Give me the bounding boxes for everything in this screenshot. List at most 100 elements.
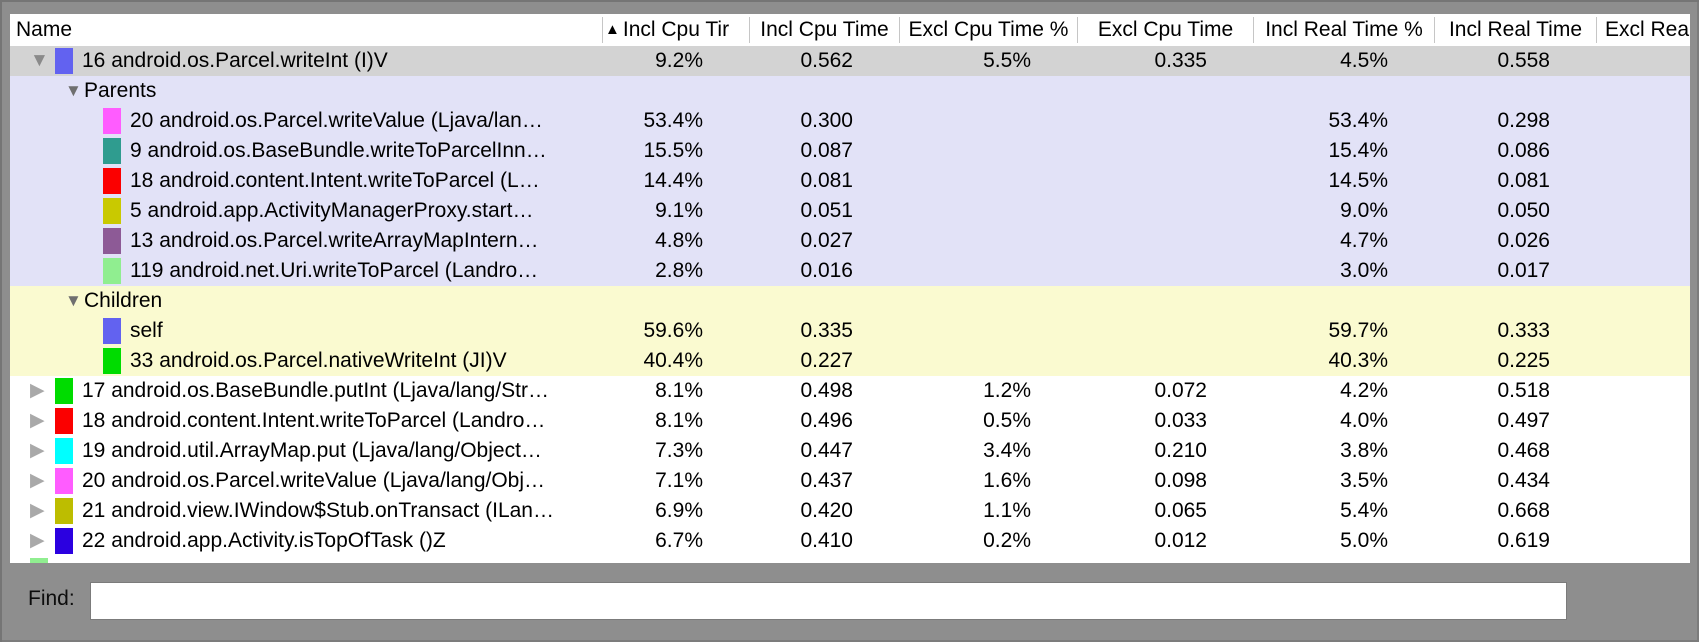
table-row[interactable]: 33 android.os.Parcel.nativeWriteInt (JI)… [10,346,1690,376]
value-cell: 59.7% [1328,319,1388,342]
value-cell [899,76,1077,106]
column-header-label: Excl Real [1605,18,1690,41]
value-cell: 6.9% [655,499,703,522]
method-name: 21 android.view.IWindow$Stub.onTransact … [82,499,554,522]
table-row[interactable]: 5 android.app.ActivityManagerProxy.start… [10,196,1690,226]
collapsed-triangle-icon[interactable]: ▶ [30,380,45,401]
value-cell: 53.4% [1328,109,1388,132]
value-cell [1596,346,1690,376]
expanded-triangle-icon[interactable]: ▼ [30,50,49,71]
table-row[interactable]: ▼ 16 android.os.Parcel.writeInt (I)V 9.2% 0… [10,46,1690,76]
table-row[interactable]: 18 android.content.Intent.writeToParcel … [10,166,1690,196]
value-cell [1077,286,1253,316]
method-color-chip [55,48,73,74]
table-row[interactable]: ▶ 20 android.os.Parcel.writeValue (Ljava/… [10,466,1690,496]
table-row[interactable]: ▶ 19 android.util.ArrayMap.put (Ljava/lan… [10,436,1690,466]
table-row[interactable]: ▶ 18 android.content.Intent.writeToParcel… [10,406,1690,436]
table-row[interactable]: ▶ 22 android.app.Activity.isTopOfTask ()Z… [10,526,1690,556]
value-cell: 3.0% [1340,259,1388,282]
value-cell: 0.619 [1497,529,1550,552]
table-row[interactable]: ▶ 21 android.view.IWindow$Stub.onTransact… [10,496,1690,526]
name-cell: ▶ 20 android.os.Parcel.writeValue (Ljava/… [10,466,602,496]
value-cell: 6.7% [655,529,703,552]
value-cell: 40.4% [643,349,703,372]
method-color-chip [55,468,73,494]
column-header-incl-real-time-pct[interactable]: Incl Real Time % [1253,17,1434,43]
group-row-parents[interactable]: ▼ Parents [10,76,1690,106]
group-row-children[interactable]: ▼ Children [10,286,1690,316]
method-name: 33 android.os.Parcel.nativeWriteInt (JI)… [130,349,507,372]
table-row[interactable]: ▶ 17 android.os.BaseBundle.putInt (Ljava/… [10,376,1690,406]
value-cell [899,166,1077,196]
value-cell: 4.0% [1340,409,1388,432]
table-row[interactable]: 9 android.os.BaseBundle.writeToParcelInn… [10,136,1690,166]
column-header-incl-cpu-time-pct[interactable]: ▲ Incl Cpu Tir [602,17,749,43]
value-cell: 0.225 [1497,349,1550,372]
value-cell [602,76,749,106]
table-row[interactable]: 119 android.net.Uri.writeToParcel (Landr… [10,256,1690,286]
value-cell: 7.1% [655,469,703,492]
table-row[interactable] [10,556,1690,563]
name-cell: 18 android.content.Intent.writeToParcel … [10,166,602,196]
group-label: Parents [84,79,157,102]
value-cell: 0.227 [800,349,853,372]
name-cell: 119 android.net.Uri.writeToParcel (Landr… [10,256,602,286]
value-cell [1077,136,1253,166]
value-cell: 59.6% [643,319,703,342]
column-header-name[interactable]: Name [10,17,602,43]
value-cell: 0.033 [1154,409,1207,432]
value-cell: 9.0% [1340,199,1388,222]
table-row[interactable]: self 59.6% 0.335 59.7% 0.333 [10,316,1690,346]
value-cell: 0.027 [800,229,853,252]
expanded-triangle-icon[interactable]: ▼ [65,291,82,310]
table-body: ▼ 16 android.os.Parcel.writeInt (I)V 9.2% 0… [10,46,1690,563]
value-cell [1077,106,1253,136]
value-cell [1596,196,1690,226]
value-cell [899,136,1077,166]
column-header-excl-cpu-time-pct[interactable]: Excl Cpu Time % [899,17,1077,43]
value-cell: 1.6% [983,469,1031,492]
table-row[interactable]: 20 android.os.Parcel.writeValue (Ljava/l… [10,106,1690,136]
method-color-chip [55,498,73,524]
expanded-triangle-icon[interactable]: ▼ [65,81,82,100]
value-cell [899,256,1077,286]
collapsed-triangle-icon[interactable]: ▶ [30,440,45,461]
value-cell [1596,286,1690,316]
method-color-chip [103,138,121,164]
name-cell: ▶ 17 android.os.BaseBundle.putInt (Ljava/… [10,376,602,406]
value-cell [899,226,1077,256]
method-color-chip [103,198,121,224]
name-cell: self [10,316,602,346]
value-cell: 3.8% [1340,439,1388,462]
find-input[interactable] [90,582,1567,620]
method-color-chip [103,228,121,254]
collapsed-triangle-icon[interactable]: ▶ [30,410,45,431]
method-name: self [130,319,163,342]
column-header-label: Incl Cpu Tir [622,18,730,41]
value-cell [1077,346,1253,376]
method-color-chip [103,348,121,374]
value-cell [1077,76,1253,106]
name-cell: ▼ 16 android.os.Parcel.writeInt (I)V [10,46,602,76]
value-cell: 0.081 [800,169,853,192]
column-header-label: Excl Cpu Time % [908,18,1069,41]
method-color-chip [103,318,121,344]
method-color-chip [55,438,73,464]
table-row[interactable]: 13 android.os.Parcel.writeArrayMapIntern… [10,226,1690,256]
value-cell: 4.5% [1340,49,1388,72]
collapsed-triangle-icon[interactable]: ▶ [30,530,45,551]
column-header-excl-real-time[interactable]: Excl Real [1596,17,1690,43]
value-cell: 0.012 [1154,529,1207,552]
value-cell [1077,196,1253,226]
collapsed-triangle-icon[interactable]: ▶ [30,470,45,491]
value-cell: 9.1% [655,199,703,222]
name-cell [10,556,602,563]
column-header-incl-real-time[interactable]: Incl Real Time [1434,17,1596,43]
value-cell [899,346,1077,376]
value-cell: 9.2% [655,49,703,72]
column-header-excl-cpu-time[interactable]: Excl Cpu Time [1077,17,1253,43]
column-header-incl-cpu-time[interactable]: Incl Cpu Time [749,17,899,43]
collapsed-triangle-icon[interactable]: ▶ [30,500,45,521]
value-cell [899,316,1077,346]
value-cell: 0.017 [1497,259,1550,282]
